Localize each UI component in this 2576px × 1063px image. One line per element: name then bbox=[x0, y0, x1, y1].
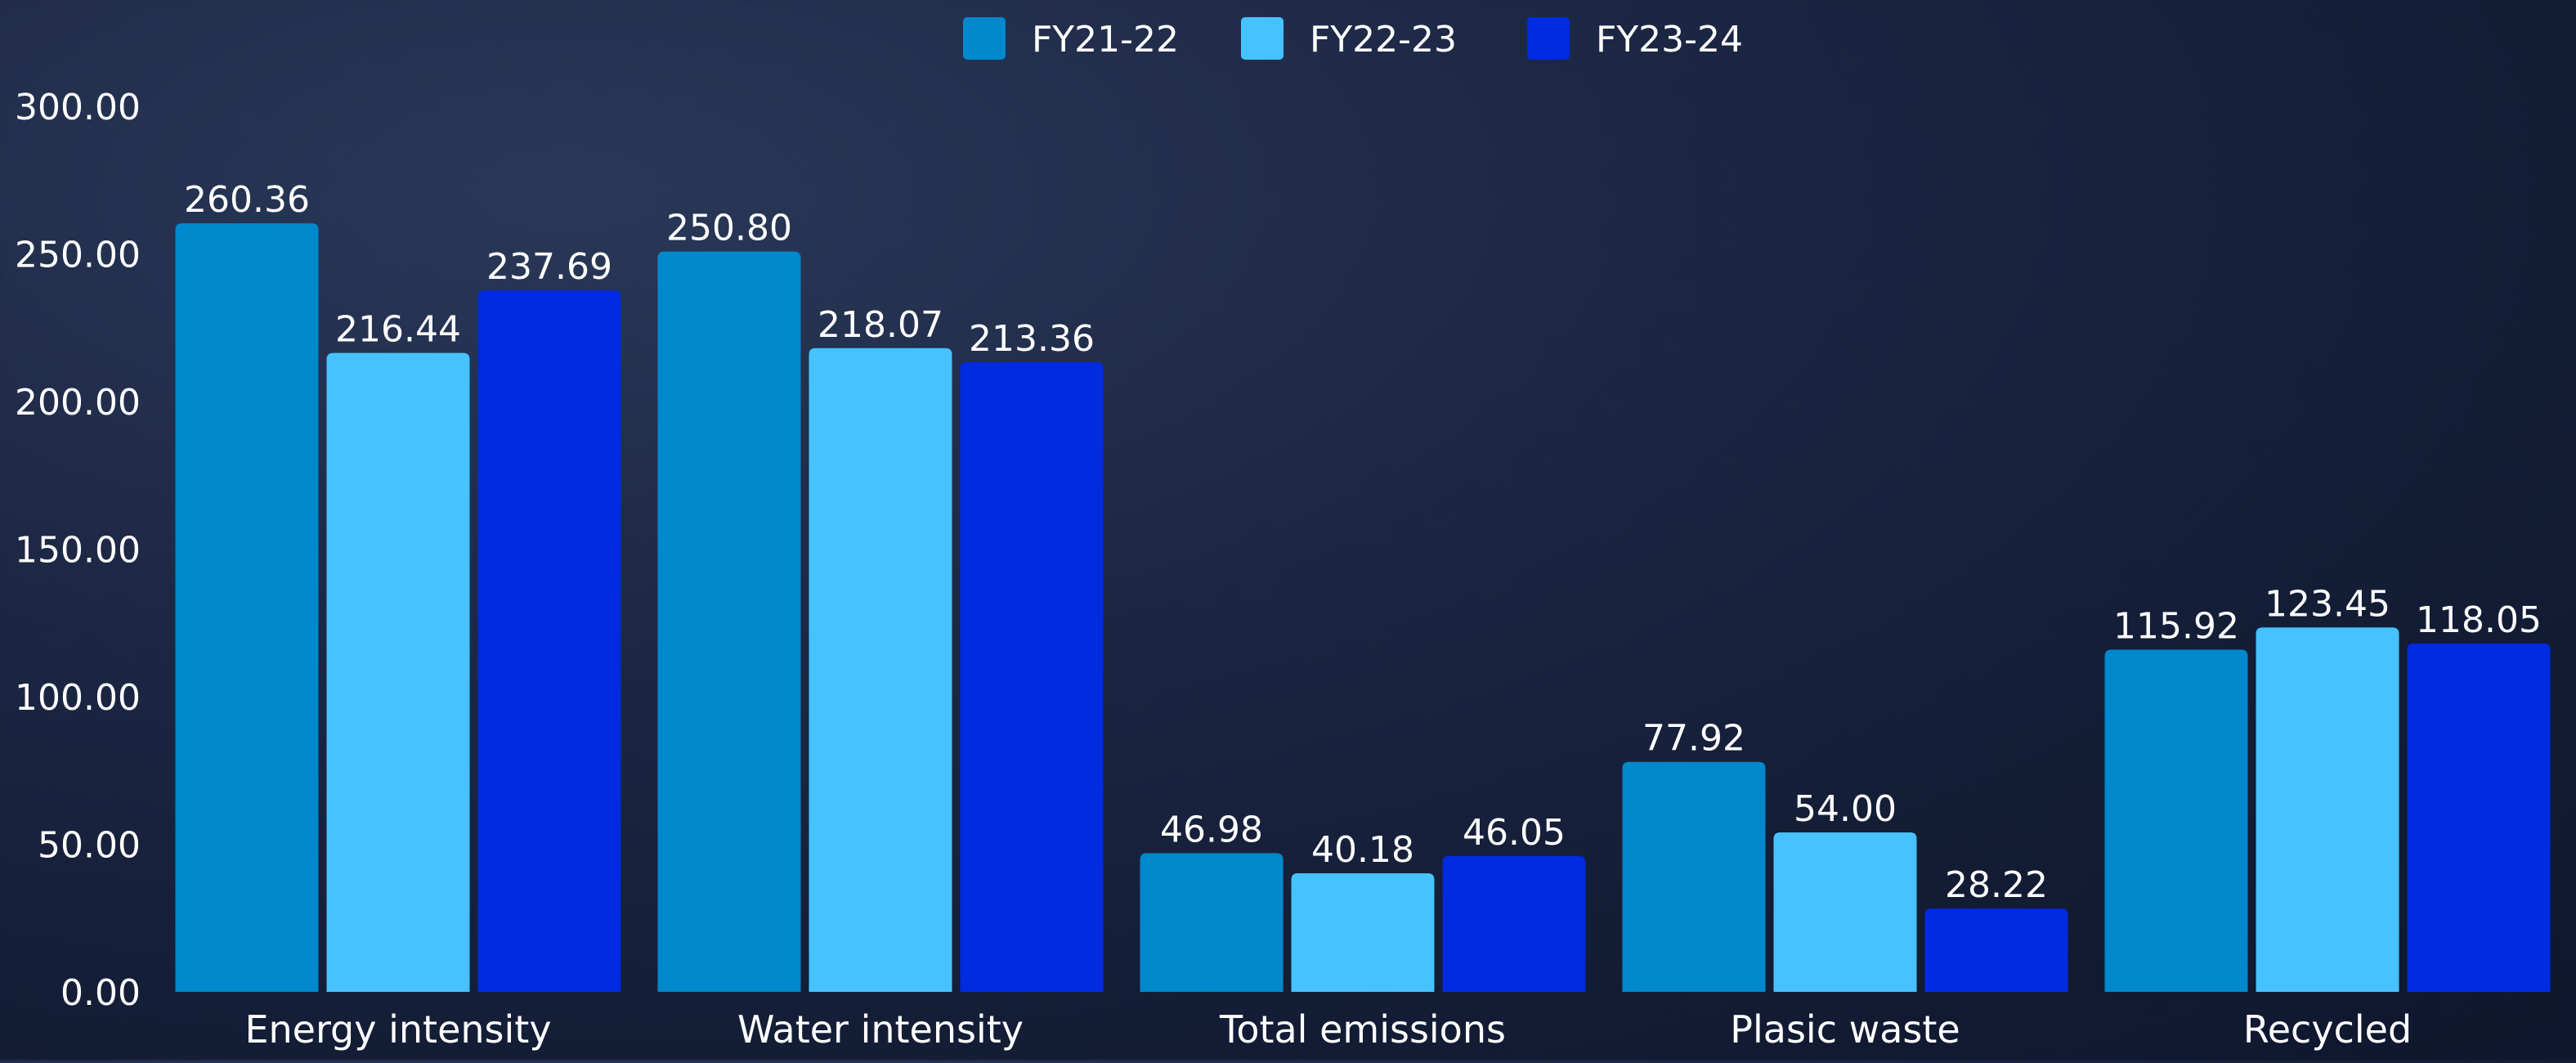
data-label: 77.92 bbox=[1642, 718, 1745, 760]
bar-energy-intensity-fy23-24 bbox=[477, 289, 621, 992]
bar-total-emissions-fy22-23 bbox=[1291, 872, 1435, 992]
x-category-label: Water intensity bbox=[737, 1007, 1024, 1052]
bar-recycled-fy22-23 bbox=[2256, 627, 2399, 992]
bar-total-emissions-fy21-22 bbox=[1140, 853, 1284, 992]
bar-water-intensity-fy23-24 bbox=[960, 361, 1104, 992]
data-label: 237.69 bbox=[486, 246, 612, 288]
y-tick-label: 50.00 bbox=[38, 825, 141, 867]
legend-swatch bbox=[1241, 17, 1284, 60]
x-axis: Energy intensity Water intensity Total emi… bbox=[244, 1007, 2412, 1052]
bar-plasic-waste-fy22-23 bbox=[1773, 832, 1917, 992]
legend-item-fy22-23: FY22-23 bbox=[1241, 17, 1457, 61]
legend-swatch bbox=[1527, 17, 1570, 60]
legend-swatch bbox=[963, 17, 1006, 60]
y-tick-label: 200.00 bbox=[15, 382, 141, 424]
bar-total-emissions-fy23-24 bbox=[1442, 855, 1586, 992]
y-tick-label: 150.00 bbox=[15, 530, 141, 572]
bar-plasic-waste-fy21-22 bbox=[1622, 761, 1766, 992]
bar-plasic-waste-fy23-24 bbox=[1924, 908, 2068, 992]
data-label: 40.18 bbox=[1311, 829, 1414, 871]
legend-item-fy23-24: FY23-24 bbox=[1527, 17, 1743, 61]
data-label: 46.05 bbox=[1463, 812, 1566, 854]
x-category-label: Plasic waste bbox=[1730, 1007, 1960, 1052]
data-labels: 260.36 216.44 237.69 250.80 218.07 213.36 46.9… bbox=[184, 179, 2542, 906]
data-label: 250.80 bbox=[666, 208, 792, 249]
data-label: 46.98 bbox=[1160, 809, 1263, 850]
y-tick-label: 250.00 bbox=[15, 235, 141, 276]
legend-label: FY21-22 bbox=[1032, 19, 1179, 61]
data-label: 28.22 bbox=[1945, 864, 2048, 906]
data-label: 213.36 bbox=[969, 318, 1095, 360]
bar-energy-intensity-fy22-23 bbox=[326, 352, 470, 992]
x-category-label: Recycled bbox=[2243, 1007, 2412, 1052]
bar-energy-intensity-fy21-22 bbox=[175, 223, 319, 992]
x-category-label: Total emissions bbox=[1219, 1007, 1506, 1052]
bar-water-intensity-fy21-22 bbox=[657, 251, 801, 992]
legend-label: FY23-24 bbox=[1596, 19, 1743, 61]
data-label: 118.05 bbox=[2416, 599, 2542, 641]
data-label: 115.92 bbox=[2113, 606, 2239, 648]
bars bbox=[175, 223, 2551, 992]
legend-item-fy21-22: FY21-22 bbox=[963, 17, 1179, 61]
legend: FY21-22 FY22-23 FY23-24 bbox=[963, 17, 1743, 61]
data-label: 260.36 bbox=[184, 179, 310, 221]
data-label: 54.00 bbox=[1794, 788, 1897, 830]
data-label: 218.07 bbox=[818, 304, 943, 346]
legend-label: FY22-23 bbox=[1310, 19, 1457, 61]
bar-recycled-fy23-24 bbox=[2407, 643, 2551, 992]
y-tick-label: 100.00 bbox=[15, 677, 141, 719]
x-category-label: Energy intensity bbox=[244, 1007, 551, 1052]
y-tick-label: 300.00 bbox=[15, 87, 141, 128]
bar-water-intensity-fy22-23 bbox=[809, 348, 952, 992]
data-label: 123.45 bbox=[2265, 583, 2390, 625]
data-label: 216.44 bbox=[335, 309, 461, 351]
y-tick-label: 0.00 bbox=[60, 972, 141, 1014]
y-axis: 0.00 50.00 100.00 150.00 200.00 250.00 300.00 bbox=[15, 87, 141, 1014]
bar-recycled-fy21-22 bbox=[2104, 649, 2248, 992]
